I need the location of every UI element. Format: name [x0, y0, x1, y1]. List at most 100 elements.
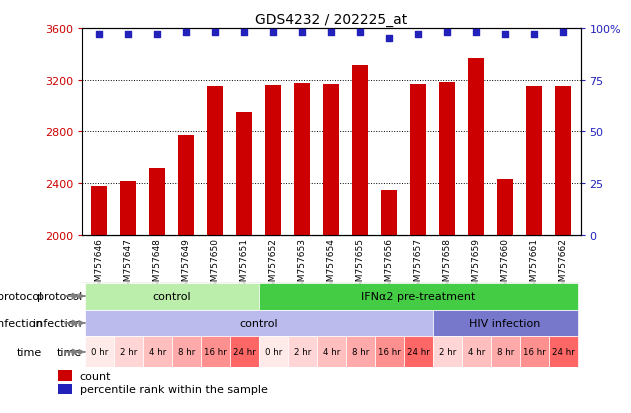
Text: GSM757655: GSM757655 [356, 238, 365, 293]
Text: control: control [153, 291, 191, 301]
Point [181, 30, 191, 36]
Text: GSM757662: GSM757662 [558, 238, 568, 292]
Text: protocol: protocol [0, 291, 42, 301]
Point [239, 30, 249, 36]
Text: GSM757654: GSM757654 [327, 238, 336, 292]
Bar [317, 337, 346, 368]
Bar [520, 337, 548, 368]
Text: 24 hr: 24 hr [233, 348, 256, 356]
Bar [526, 86, 542, 235]
Point [442, 30, 452, 36]
Text: GSM757657: GSM757657 [414, 238, 423, 293]
Title: GDS4232 / 202225_at: GDS4232 / 202225_at [255, 12, 408, 26]
Point [558, 30, 568, 36]
Bar [491, 337, 520, 368]
Bar [201, 337, 230, 368]
Text: 0 hr: 0 hr [91, 348, 108, 356]
Point [268, 30, 278, 36]
Text: 8 hr: 8 hr [497, 348, 514, 356]
Point [471, 30, 481, 36]
Text: GSM757658: GSM757658 [443, 238, 452, 293]
Text: GSM757653: GSM757653 [298, 238, 307, 293]
Text: 16 hr: 16 hr [204, 348, 227, 356]
Text: 16 hr: 16 hr [378, 348, 401, 356]
Point [95, 32, 105, 38]
Bar [85, 283, 259, 310]
Bar [288, 337, 317, 368]
Text: GSM757650: GSM757650 [211, 238, 220, 293]
Bar [259, 337, 288, 368]
Text: percentile rank within the sample: percentile rank within the sample [80, 384, 268, 394]
Bar [433, 337, 462, 368]
Text: IFNα2 pre-treatment: IFNα2 pre-treatment [361, 291, 475, 301]
Bar [410, 84, 426, 235]
Text: GSM757659: GSM757659 [472, 238, 481, 293]
Point [152, 32, 162, 38]
Bar [59, 384, 72, 394]
Bar [230, 337, 259, 368]
Bar [179, 136, 194, 235]
Bar [404, 337, 433, 368]
Text: time: time [57, 347, 82, 357]
Bar [462, 337, 491, 368]
Text: GSM757652: GSM757652 [269, 238, 278, 292]
Bar [433, 310, 577, 337]
Text: control: control [240, 318, 278, 328]
Point [355, 30, 365, 36]
Bar [259, 283, 577, 310]
Point [210, 30, 220, 36]
Text: GSM757656: GSM757656 [385, 238, 394, 293]
Bar [497, 180, 513, 235]
Text: 16 hr: 16 hr [522, 348, 546, 356]
Text: GSM757649: GSM757649 [182, 238, 191, 292]
Text: 4 hr: 4 hr [468, 348, 485, 356]
Text: 4 hr: 4 hr [149, 348, 166, 356]
Bar [346, 337, 375, 368]
Text: GSM757646: GSM757646 [95, 238, 104, 292]
Bar [143, 337, 172, 368]
Bar [150, 169, 165, 235]
Bar [381, 190, 397, 235]
Text: GSM757661: GSM757661 [529, 238, 539, 293]
Point [326, 30, 336, 36]
Text: 2 hr: 2 hr [439, 348, 456, 356]
Text: infection: infection [33, 318, 82, 328]
Text: 4 hr: 4 hr [322, 348, 340, 356]
Bar [208, 87, 223, 235]
Bar [468, 59, 484, 235]
Text: GSM757651: GSM757651 [240, 238, 249, 293]
Bar [266, 86, 281, 235]
Point [297, 30, 307, 36]
Bar [121, 182, 136, 235]
Point [529, 32, 540, 38]
Text: protocol: protocol [37, 291, 82, 301]
Bar [294, 84, 310, 235]
Text: 8 hr: 8 hr [351, 348, 369, 356]
Text: 2 hr: 2 hr [293, 348, 311, 356]
Text: infection: infection [0, 318, 42, 328]
Bar [375, 337, 404, 368]
Bar [352, 66, 369, 235]
Text: GSM757660: GSM757660 [500, 238, 510, 293]
Text: 24 hr: 24 hr [407, 348, 430, 356]
Text: HIV infection: HIV infection [469, 318, 541, 328]
Text: time: time [17, 347, 42, 357]
Bar [85, 310, 433, 337]
Point [500, 32, 510, 38]
Text: 8 hr: 8 hr [178, 348, 195, 356]
Text: 0 hr: 0 hr [264, 348, 282, 356]
Bar [548, 337, 577, 368]
Text: GSM757648: GSM757648 [153, 238, 162, 292]
Text: GSM757647: GSM757647 [124, 238, 133, 292]
Point [384, 36, 394, 43]
Bar [555, 86, 571, 235]
Bar [59, 370, 72, 381]
Text: 2 hr: 2 hr [120, 348, 137, 356]
Bar [172, 337, 201, 368]
Bar [323, 84, 339, 235]
Bar [91, 186, 107, 235]
Bar [85, 337, 114, 368]
Bar [237, 113, 252, 235]
Text: count: count [80, 371, 111, 381]
Bar [439, 83, 455, 235]
